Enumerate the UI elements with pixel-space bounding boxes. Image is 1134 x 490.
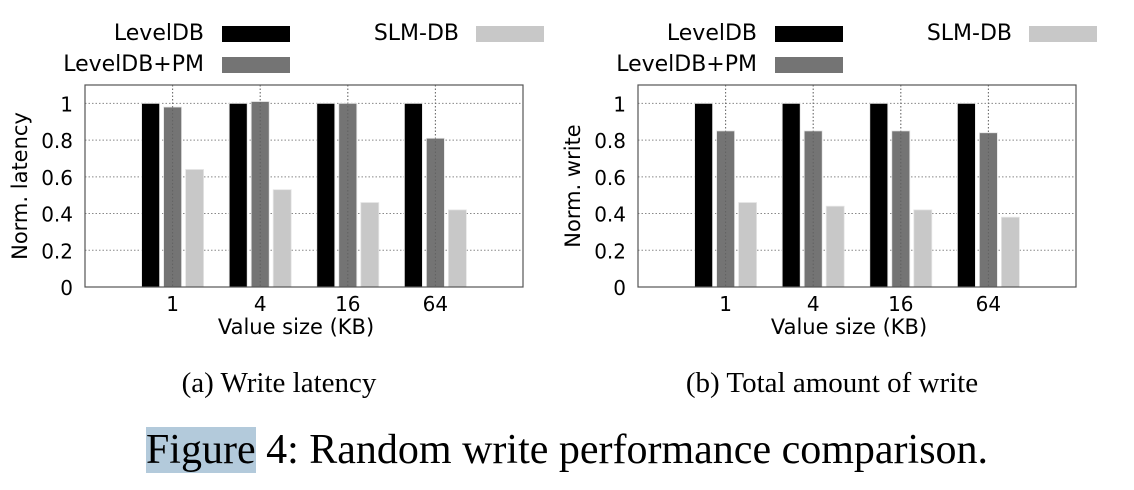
- figure-caption-text: 4: Random write performance comparison.: [255, 427, 989, 473]
- y-tick-label: 0.4: [41, 203, 73, 227]
- legend-label: LevelDB+PM: [63, 52, 204, 77]
- bar-leveldb: [694, 102, 713, 288]
- x-tick-label: 64: [976, 292, 1001, 316]
- bar-slm-db: [447, 209, 467, 288]
- y-tick-label: 1: [613, 92, 626, 116]
- figure-label: Figure: [145, 427, 256, 473]
- x-tick-label: 1: [719, 292, 732, 316]
- x-tick-label: 16: [335, 292, 360, 316]
- figure-caption: Figure 4: Random write performance compa…: [0, 426, 1134, 474]
- y-tick-label: 0.2: [41, 239, 73, 263]
- x-tick-label: 64: [423, 292, 448, 316]
- plot-frame: [637, 84, 1077, 288]
- y-axis-label: Norm. latency: [8, 112, 32, 260]
- legend-label: LevelDB: [667, 21, 757, 46]
- legend-label: SLM-DB: [374, 21, 459, 46]
- bar-leveldb: [869, 102, 889, 288]
- bar-slm-db: [825, 205, 845, 288]
- y-tick-label: 0.8: [41, 129, 73, 153]
- bar-leveldb: [141, 102, 161, 288]
- plot-frame: [84, 84, 524, 288]
- legend-label: LevelDB+PM: [616, 52, 757, 77]
- y-axis-label: Norm. write: [561, 124, 585, 247]
- x-tick-label: 4: [254, 292, 267, 316]
- y-tick-label: 0.8: [594, 129, 626, 153]
- bar-slm-db: [360, 202, 380, 288]
- x-tick-label: 1: [166, 292, 179, 316]
- legend-label: SLM-DB: [927, 21, 1012, 46]
- subfigure-caption: (a) Write latency: [182, 367, 377, 399]
- bar-leveldb: [403, 102, 423, 288]
- bar-leveldb: [316, 102, 336, 288]
- y-tick-label: 0: [60, 276, 73, 300]
- y-tick-label: 0.6: [41, 166, 73, 190]
- bar-leveldb: [228, 102, 248, 288]
- y-tick-label: 0: [613, 276, 626, 300]
- legend-swatch: [1029, 26, 1097, 42]
- legend-swatch: [222, 57, 290, 73]
- bar-slm-db: [738, 202, 757, 288]
- legend-swatch: [775, 57, 843, 73]
- bar-slm-db: [1001, 216, 1020, 288]
- legend-swatch: [222, 26, 290, 42]
- x-axis-label: Value size (KB): [218, 315, 374, 339]
- legend-label: LevelDB: [114, 21, 204, 46]
- y-tick-label: 0.2: [594, 239, 626, 263]
- bar-slm-db: [913, 209, 933, 288]
- y-tick-label: 0.6: [594, 166, 626, 190]
- y-tick-label: 1: [60, 92, 73, 116]
- y-tick-label: 0.4: [594, 203, 626, 227]
- bar-leveldb: [781, 102, 801, 288]
- bar-leveldb: [957, 102, 976, 288]
- legend-swatch: [476, 26, 544, 42]
- x-tick-label: 16: [888, 292, 913, 316]
- subfigure-caption: (b) Total amount of write: [686, 367, 978, 399]
- x-axis-label: Value size (KB): [771, 315, 927, 339]
- x-tick-label: 4: [807, 292, 820, 316]
- legend-swatch: [775, 26, 843, 42]
- bar-slm-db: [185, 169, 205, 288]
- bar-slm-db: [272, 189, 292, 288]
